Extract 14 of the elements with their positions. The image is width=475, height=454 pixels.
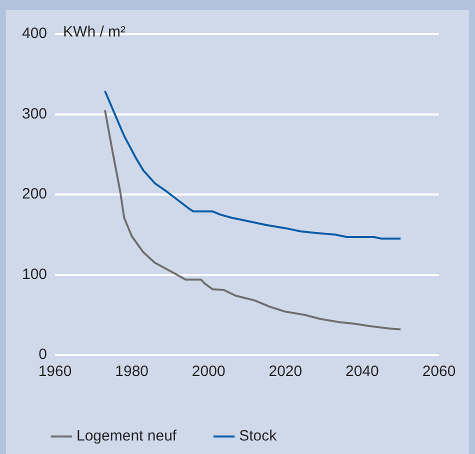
y-tick-label: 100 (22, 266, 48, 283)
x-tick-label: 2020 (268, 363, 302, 380)
y-axis-title: KWh / m² (63, 24, 126, 41)
x-tick-label: 2000 (192, 363, 226, 380)
x-tick-label: 1960 (38, 363, 72, 380)
x-tick-label: 2060 (422, 363, 456, 380)
y-tick-label: 0 (38, 346, 48, 364)
y-tick-label: 400 (22, 25, 48, 42)
legend-label: Logement neuf (76, 428, 178, 445)
y-tick-label: 300 (22, 105, 48, 122)
x-tick-label: 1980 (115, 363, 149, 380)
y-tick-label: 200 (22, 186, 48, 203)
legend-label: Stock (239, 428, 278, 445)
x-tick-label: 2040 (346, 363, 379, 380)
